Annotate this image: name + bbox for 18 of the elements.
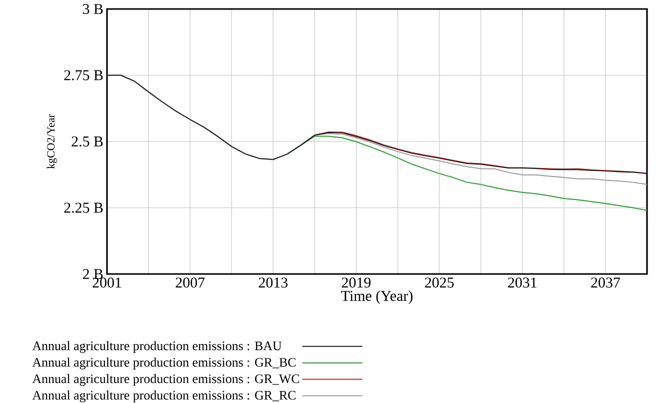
x-tick-label: 2007 — [176, 278, 205, 288]
legend-label: Annual agriculture production emissions : GR_WC — [32, 374, 300, 386]
legend-label: Annual agriculture production emissions : GR_RC — [32, 390, 296, 402]
x-tick-label: 2013 — [258, 278, 288, 288]
x-tick-label: 2001 — [92, 278, 122, 288]
y-axis-title: kgCO2/Year — [46, 114, 57, 169]
y-tick-label: 2 B — [82, 269, 103, 279]
y-tick-label: 2.5 B — [72, 136, 103, 147]
y-tick-label: 3 B — [83, 4, 103, 14]
x-axis-title: Time (Year) — [341, 290, 412, 304]
y-tick-label: 2.25 B — [64, 202, 103, 213]
legend-label: Annual agriculture production emissions : BAU — [32, 341, 282, 353]
legend-label: Annual agriculture production emissions : GR_BC — [32, 358, 296, 370]
x-tick-label: 2025 — [425, 278, 454, 288]
y-tick-label: 2.75 B — [64, 70, 103, 80]
x-tick-label: 2037 — [591, 278, 620, 288]
x-tick-label: 2019 — [342, 278, 371, 288]
x-tick-label: 2031 — [508, 278, 536, 288]
